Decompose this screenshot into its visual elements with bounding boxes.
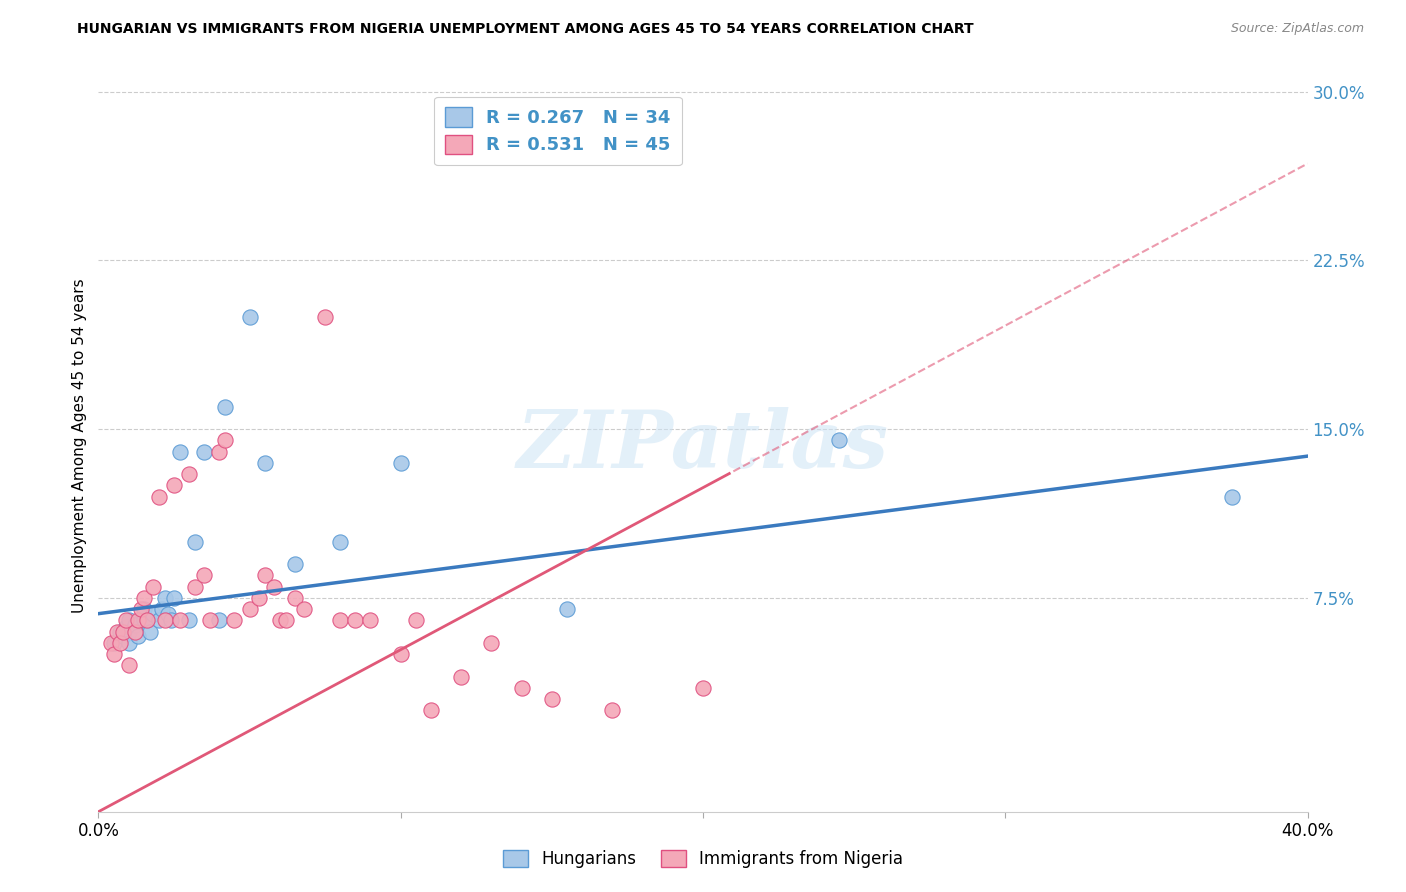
Point	[124, 618, 146, 632]
Point	[239, 602, 262, 616]
Point	[329, 614, 352, 628]
Point	[132, 614, 155, 628]
Point	[555, 602, 578, 616]
Point	[405, 614, 427, 628]
Point	[156, 607, 179, 621]
Point	[179, 467, 201, 482]
Point	[420, 703, 443, 717]
Point	[193, 444, 215, 458]
Point	[179, 614, 201, 628]
Point	[114, 620, 136, 634]
Point	[118, 636, 141, 650]
Point	[208, 444, 231, 458]
Point	[314, 310, 336, 324]
Point	[540, 692, 562, 706]
Point	[169, 444, 191, 458]
Point	[111, 629, 134, 643]
Point	[142, 580, 165, 594]
Point	[284, 591, 307, 605]
Point	[1220, 490, 1243, 504]
Point	[127, 629, 149, 643]
Legend: R = 0.267   N = 34, R = 0.531   N = 45: R = 0.267 N = 34, R = 0.531 N = 45	[434, 96, 682, 165]
Point	[292, 602, 315, 616]
Point	[389, 647, 412, 661]
Point	[329, 534, 352, 549]
Point	[135, 614, 157, 628]
Point	[150, 602, 173, 616]
Point	[247, 591, 270, 605]
Y-axis label: Unemployment Among Ages 45 to 54 years: Unemployment Among Ages 45 to 54 years	[72, 278, 87, 614]
Text: HUNGARIAN VS IMMIGRANTS FROM NIGERIA UNEMPLOYMENT AMONG AGES 45 TO 54 YEARS CORR: HUNGARIAN VS IMMIGRANTS FROM NIGERIA UNE…	[77, 22, 974, 37]
Point	[160, 614, 183, 628]
Point	[239, 310, 262, 324]
Point	[139, 624, 162, 639]
Point	[389, 456, 412, 470]
Point	[224, 614, 246, 628]
Point	[214, 400, 236, 414]
Point	[148, 490, 170, 504]
Text: ZIPatlas: ZIPatlas	[517, 408, 889, 484]
Point	[129, 602, 152, 616]
Point	[103, 636, 125, 650]
Point	[118, 658, 141, 673]
Point	[153, 591, 176, 605]
Point	[284, 557, 307, 571]
Point	[108, 624, 131, 639]
Point	[124, 624, 146, 639]
Point	[163, 478, 186, 492]
Point	[105, 624, 128, 639]
Point	[135, 614, 157, 628]
Point	[602, 703, 624, 717]
Point	[274, 614, 297, 628]
Text: Source: ZipAtlas.com: Source: ZipAtlas.com	[1230, 22, 1364, 36]
Point	[127, 614, 149, 628]
Point	[148, 614, 170, 628]
Point	[100, 636, 122, 650]
Point	[184, 580, 207, 594]
Point	[118, 614, 141, 628]
Point	[200, 614, 222, 628]
Point	[692, 681, 714, 695]
Point	[111, 624, 134, 639]
Point	[263, 580, 285, 594]
Point	[360, 614, 382, 628]
Point	[169, 614, 191, 628]
Point	[108, 636, 131, 650]
Point	[118, 624, 141, 639]
Point	[163, 591, 186, 605]
Point	[103, 647, 125, 661]
Point	[269, 614, 291, 628]
Point	[450, 670, 472, 684]
Point	[828, 434, 851, 448]
Point	[344, 614, 367, 628]
Point	[214, 434, 236, 448]
Point	[142, 607, 165, 621]
Point	[481, 636, 503, 650]
Point	[193, 568, 215, 582]
Point	[114, 614, 136, 628]
Point	[208, 614, 231, 628]
Point	[253, 456, 276, 470]
Point	[132, 591, 155, 605]
Point	[153, 614, 176, 628]
Legend: Hungarians, Immigrants from Nigeria: Hungarians, Immigrants from Nigeria	[496, 843, 910, 875]
Point	[510, 681, 533, 695]
Point	[132, 602, 155, 616]
Point	[253, 568, 276, 582]
Point	[184, 534, 207, 549]
